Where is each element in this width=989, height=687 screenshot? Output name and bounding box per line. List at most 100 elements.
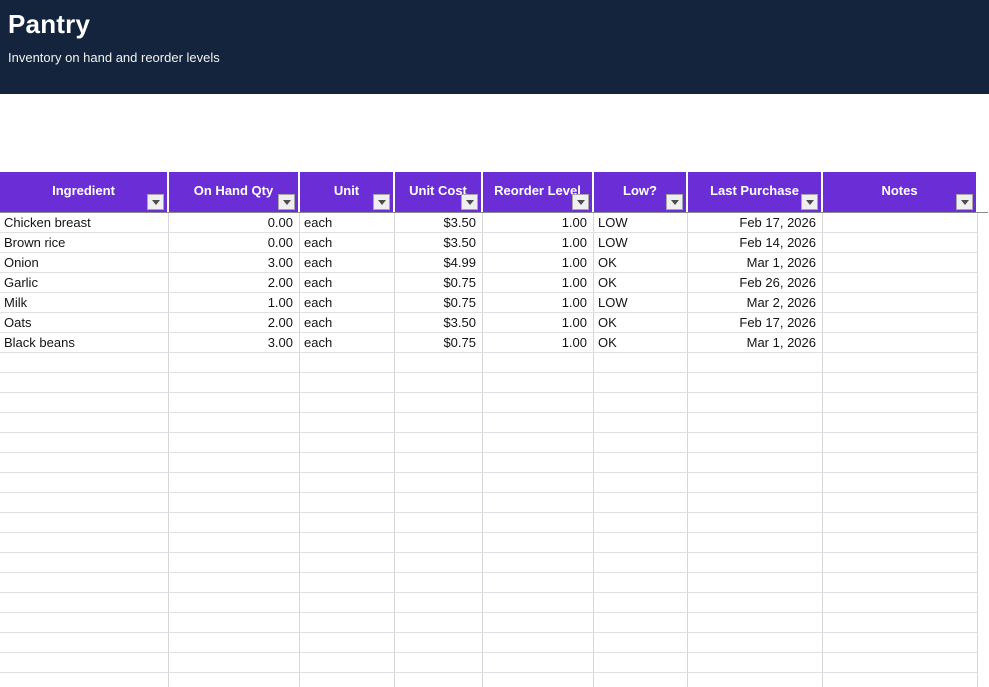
empty-cell[interactable] [594,453,688,473]
empty-cell[interactable] [169,473,300,493]
empty-cell[interactable] [169,633,300,653]
cell-ingredient[interactable]: Chicken breast [0,213,169,233]
empty-cell[interactable] [300,493,395,513]
cell-low[interactable]: OK [594,273,688,293]
cell-reorder-level[interactable]: 1.00 [483,333,594,353]
empty-cell[interactable] [395,513,483,533]
empty-cell[interactable] [395,373,483,393]
cell-reorder-level[interactable]: 1.00 [483,313,594,333]
empty-cell[interactable] [823,633,978,653]
empty-cell[interactable] [483,593,594,613]
filter-dropdown-button[interactable] [373,194,390,210]
empty-cell[interactable] [300,533,395,553]
empty-cell[interactable] [169,353,300,373]
cell-notes[interactable] [823,213,978,233]
empty-cell[interactable] [823,373,978,393]
empty-cell[interactable] [169,373,300,393]
empty-cell[interactable] [688,393,823,413]
empty-cell[interactable] [169,493,300,513]
empty-cell[interactable] [395,493,483,513]
empty-cell[interactable] [823,673,978,687]
column-header-on-hand-qty[interactable]: On Hand Qty [169,172,300,212]
empty-cell[interactable] [0,593,169,613]
empty-cell[interactable] [823,413,978,433]
empty-cell[interactable] [0,473,169,493]
empty-cell[interactable] [300,593,395,613]
cell-last-purchase[interactable]: Feb 14, 2026 [688,233,823,253]
empty-cell[interactable] [594,513,688,533]
empty-cell[interactable] [483,653,594,673]
empty-cell[interactable] [300,613,395,633]
empty-cell[interactable] [395,533,483,553]
empty-cell[interactable] [0,613,169,633]
empty-cell[interactable] [594,593,688,613]
empty-cell[interactable] [594,373,688,393]
empty-cell[interactable] [823,473,978,493]
cell-last-purchase[interactable]: Feb 17, 2026 [688,313,823,333]
empty-cell[interactable] [594,553,688,573]
cell-last-purchase[interactable]: Mar 2, 2026 [688,293,823,313]
cell-on-hand-qty[interactable]: 0.00 [169,213,300,233]
cell-last-purchase[interactable]: Mar 1, 2026 [688,333,823,353]
cell-unit[interactable]: each [300,293,395,313]
empty-cell[interactable] [169,513,300,533]
empty-cell[interactable] [169,553,300,573]
empty-cell[interactable] [823,513,978,533]
empty-cell[interactable] [823,353,978,373]
cell-on-hand-qty[interactable]: 2.00 [169,273,300,293]
empty-cell[interactable] [300,553,395,573]
empty-cell[interactable] [688,633,823,653]
empty-cell[interactable] [823,653,978,673]
empty-cell[interactable] [395,453,483,473]
cell-unit[interactable]: each [300,213,395,233]
empty-cell[interactable] [395,353,483,373]
cell-on-hand-qty[interactable]: 3.00 [169,253,300,273]
cell-notes[interactable] [823,313,978,333]
empty-cell[interactable] [0,673,169,687]
empty-cell[interactable] [395,413,483,433]
cell-unit[interactable]: each [300,233,395,253]
empty-cell[interactable] [300,393,395,413]
empty-cell[interactable] [483,433,594,453]
empty-cell[interactable] [594,633,688,653]
cell-reorder-level[interactable]: 1.00 [483,293,594,313]
empty-cell[interactable] [483,453,594,473]
empty-cell[interactable] [169,653,300,673]
empty-cell[interactable] [823,433,978,453]
empty-cell[interactable] [594,533,688,553]
empty-cell[interactable] [0,533,169,553]
empty-cell[interactable] [0,513,169,533]
empty-cell[interactable] [395,593,483,613]
empty-cell[interactable] [823,593,978,613]
empty-cell[interactable] [483,393,594,413]
cell-ingredient[interactable]: Onion [0,253,169,273]
cell-notes[interactable] [823,233,978,253]
empty-cell[interactable] [483,493,594,513]
filter-dropdown-button[interactable] [956,194,973,210]
filter-dropdown-button[interactable] [572,194,589,210]
empty-cell[interactable] [169,573,300,593]
filter-dropdown-button[interactable] [801,194,818,210]
empty-cell[interactable] [688,593,823,613]
empty-cell[interactable] [483,613,594,633]
empty-cell[interactable] [395,673,483,687]
empty-cell[interactable] [395,433,483,453]
cell-unit-cost[interactable]: $3.50 [395,313,483,333]
empty-cell[interactable] [483,673,594,687]
empty-cell[interactable] [169,433,300,453]
empty-cell[interactable] [483,573,594,593]
empty-cell[interactable] [0,653,169,673]
cell-unit-cost[interactable]: $0.75 [395,273,483,293]
empty-cell[interactable] [594,653,688,673]
empty-cell[interactable] [483,413,594,433]
empty-cell[interactable] [0,393,169,413]
cell-unit[interactable]: each [300,313,395,333]
cell-low[interactable]: LOW [594,233,688,253]
filter-dropdown-button[interactable] [666,194,683,210]
empty-cell[interactable] [0,433,169,453]
empty-cell[interactable] [688,353,823,373]
cell-unit[interactable]: each [300,273,395,293]
empty-cell[interactable] [300,573,395,593]
empty-cell[interactable] [594,393,688,413]
cell-unit-cost[interactable]: $4.99 [395,253,483,273]
